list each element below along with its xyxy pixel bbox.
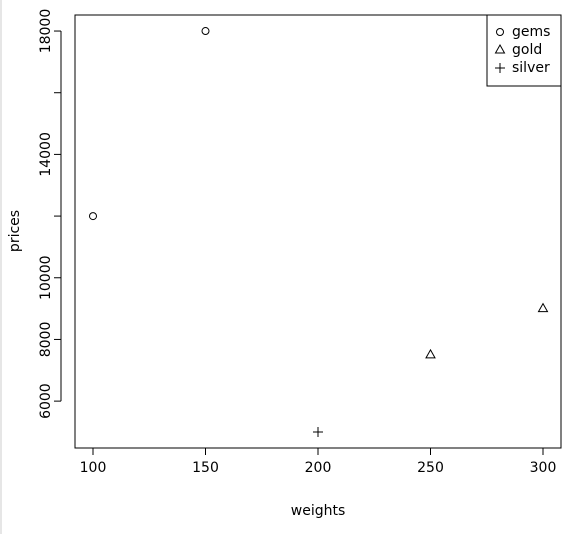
y-axis-label: prices xyxy=(7,210,23,252)
point xyxy=(89,212,97,221)
x-tick-label: 200 xyxy=(305,460,332,476)
point xyxy=(425,348,436,359)
y-tick-label: 6000 xyxy=(38,383,54,419)
legend-marker xyxy=(494,43,506,54)
y-tick-label: 14000 xyxy=(38,132,54,177)
x-axis-label: weights xyxy=(291,503,346,519)
y-tick-label: 8000 xyxy=(38,322,54,358)
legend-marker xyxy=(496,28,504,36)
legend-marker xyxy=(495,63,505,73)
x-tick-label: 100 xyxy=(80,460,107,476)
point xyxy=(313,426,323,437)
y-tick-label: 18000 xyxy=(38,9,54,54)
legend-label: silver xyxy=(512,60,550,76)
x-tick-label: 300 xyxy=(530,460,557,476)
point xyxy=(537,302,549,313)
y-tick-label: 10000 xyxy=(38,255,54,300)
point xyxy=(201,27,210,36)
legend-box xyxy=(486,14,562,87)
legend-label: gems xyxy=(512,24,550,40)
legend-label: gold xyxy=(512,42,542,58)
x-tick-label: 250 xyxy=(417,460,444,476)
x-tick-label: 150 xyxy=(192,460,219,476)
